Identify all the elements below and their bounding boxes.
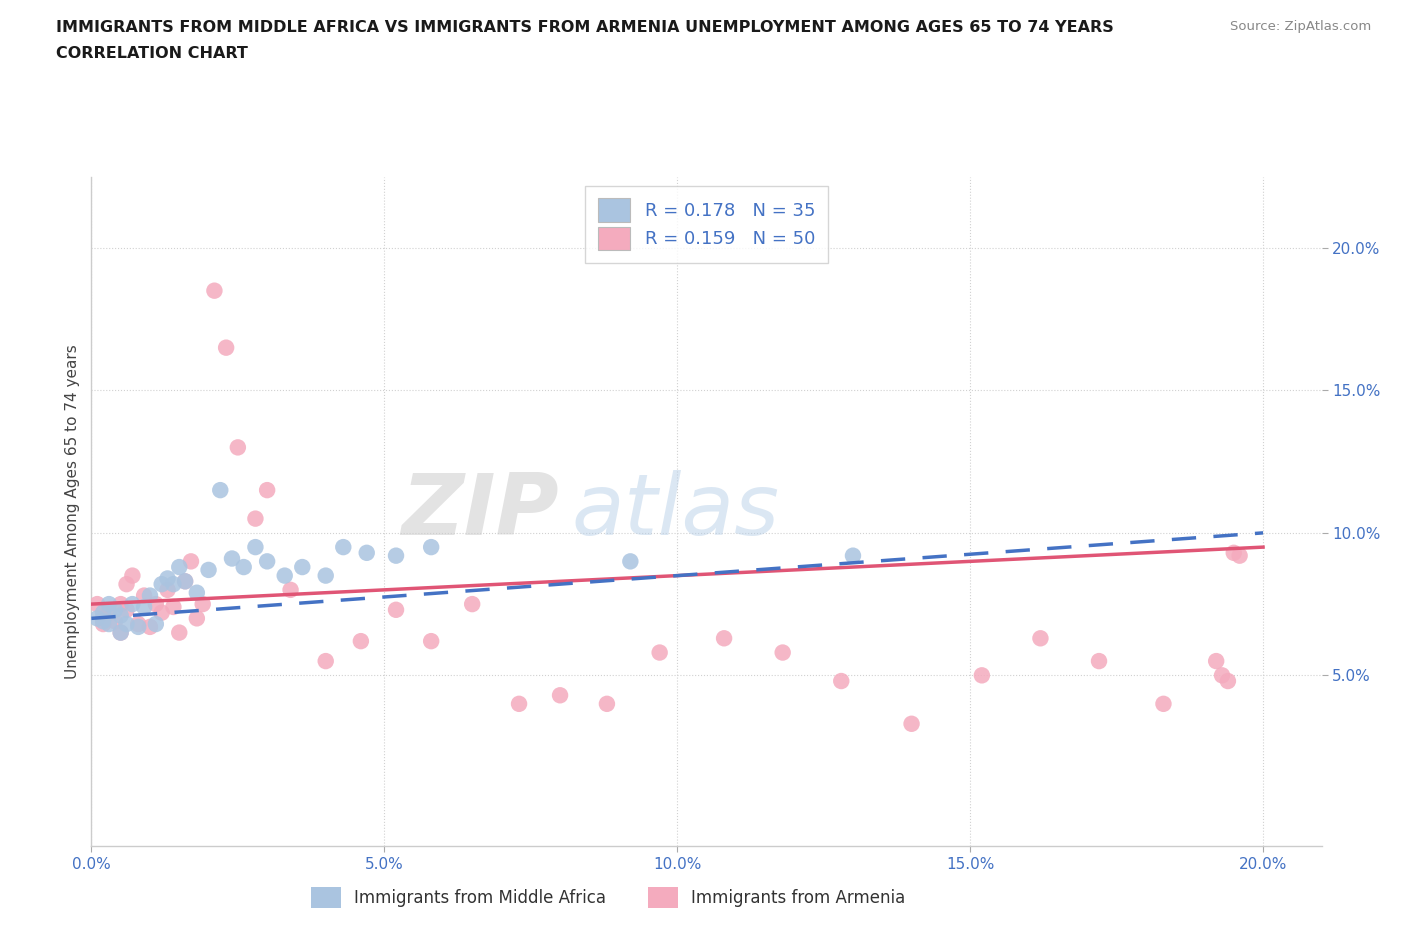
- Text: CORRELATION CHART: CORRELATION CHART: [56, 46, 247, 61]
- Point: [145, 597, 167, 612]
- Point: [127, 617, 149, 631]
- Point: [169, 625, 191, 640]
- Point: [150, 577, 173, 591]
- Point: [350, 633, 373, 648]
- Point: [86, 597, 108, 612]
- Point: [132, 588, 155, 603]
- Y-axis label: Unemployment Among Ages 65 to 74 years: Unemployment Among Ages 65 to 74 years: [65, 344, 80, 679]
- Text: Source: ZipAtlas.com: Source: ZipAtlas.com: [1230, 20, 1371, 33]
- Point: [98, 617, 120, 631]
- Point: [202, 284, 225, 299]
- Point: [842, 548, 865, 563]
- Point: [245, 539, 267, 554]
- Point: [772, 645, 794, 660]
- Point: [385, 548, 408, 563]
- Point: [1153, 697, 1175, 711]
- Point: [221, 551, 243, 566]
- Point: [1222, 545, 1246, 560]
- Text: atlas: atlas: [571, 470, 779, 553]
- Point: [619, 554, 641, 569]
- Point: [1211, 668, 1233, 683]
- Point: [1229, 548, 1251, 563]
- Point: [115, 603, 138, 618]
- Point: [121, 568, 143, 583]
- Point: [174, 574, 197, 589]
- Point: [385, 603, 408, 618]
- Point: [256, 483, 278, 498]
- Text: ZIP: ZIP: [401, 470, 558, 553]
- Point: [215, 340, 238, 355]
- Point: [226, 440, 249, 455]
- Point: [150, 605, 173, 620]
- Point: [104, 603, 127, 618]
- Point: [162, 577, 184, 591]
- Point: [91, 605, 114, 620]
- Point: [186, 585, 208, 600]
- Point: [104, 614, 127, 629]
- Point: [256, 554, 278, 569]
- Point: [121, 597, 143, 612]
- Point: [98, 597, 120, 612]
- Point: [232, 560, 254, 575]
- Point: [110, 597, 132, 612]
- Point: [169, 560, 191, 575]
- Point: [970, 668, 993, 683]
- Point: [900, 716, 922, 731]
- Text: IMMIGRANTS FROM MIDDLE AFRICA VS IMMIGRANTS FROM ARMENIA UNEMPLOYMENT AMONG AGES: IMMIGRANTS FROM MIDDLE AFRICA VS IMMIGRA…: [56, 20, 1114, 35]
- Point: [186, 611, 208, 626]
- Legend: Immigrants from Middle Africa, Immigrants from Armenia: Immigrants from Middle Africa, Immigrant…: [304, 880, 912, 915]
- Point: [180, 554, 202, 569]
- Point: [191, 597, 214, 612]
- Point: [209, 483, 232, 498]
- Point: [110, 625, 132, 640]
- Point: [156, 571, 179, 586]
- Point: [830, 673, 852, 688]
- Point: [156, 582, 179, 597]
- Point: [127, 619, 149, 634]
- Point: [1029, 631, 1052, 645]
- Point: [98, 605, 120, 620]
- Point: [315, 568, 337, 583]
- Point: [713, 631, 735, 645]
- Point: [91, 614, 114, 629]
- Point: [86, 611, 108, 626]
- Point: [1088, 654, 1111, 669]
- Point: [508, 697, 530, 711]
- Point: [332, 539, 354, 554]
- Point: [162, 600, 184, 615]
- Point: [145, 617, 167, 631]
- Point: [420, 539, 443, 554]
- Point: [91, 611, 114, 626]
- Point: [197, 563, 219, 578]
- Point: [110, 608, 132, 623]
- Point: [132, 600, 155, 615]
- Point: [1205, 654, 1227, 669]
- Point: [139, 588, 162, 603]
- Point: [648, 645, 671, 660]
- Point: [420, 633, 443, 648]
- Point: [115, 617, 138, 631]
- Point: [291, 560, 314, 575]
- Point: [110, 625, 132, 640]
- Point: [115, 577, 138, 591]
- Point: [548, 688, 571, 703]
- Point: [139, 619, 162, 634]
- Point: [245, 512, 267, 526]
- Point: [91, 617, 114, 631]
- Point: [356, 545, 378, 560]
- Point: [596, 697, 619, 711]
- Point: [461, 597, 484, 612]
- Point: [1216, 673, 1239, 688]
- Point: [273, 568, 295, 583]
- Point: [280, 582, 302, 597]
- Point: [315, 654, 337, 669]
- Point: [174, 574, 197, 589]
